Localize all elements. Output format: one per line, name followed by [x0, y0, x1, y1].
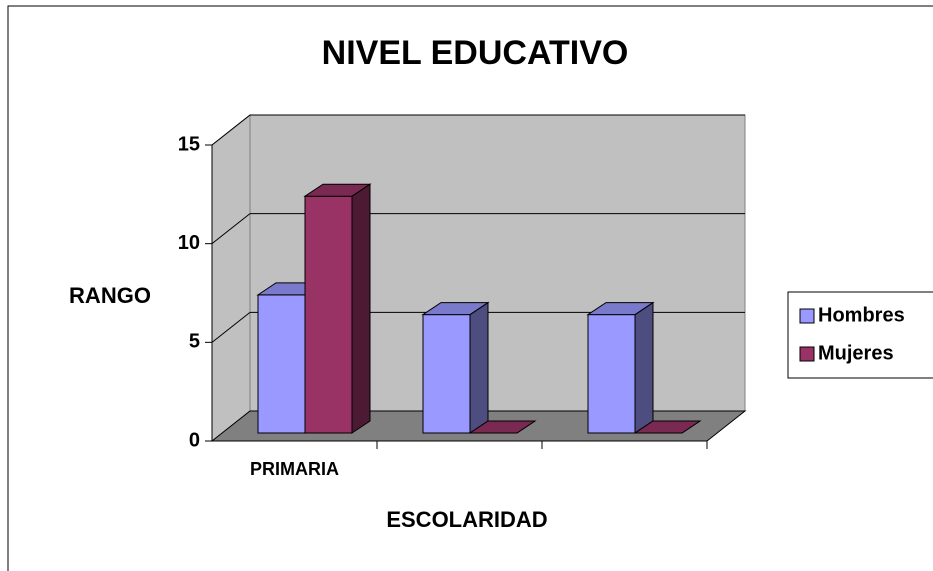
- y-tick-label: 0: [189, 429, 200, 451]
- bar-top: [421, 302, 490, 316]
- side-grid-line: [211, 311, 251, 343]
- y-tick-label: 15: [178, 133, 200, 155]
- side-wall: [211, 113, 251, 443]
- side-grid-line: [211, 114, 251, 146]
- x-tick-label: PRIMARIA: [250, 459, 339, 479]
- legend-box: [787, 291, 933, 379]
- legend-label: Hombres: [818, 304, 905, 326]
- bar-side: [351, 183, 371, 434]
- legend-swatch: [799, 308, 815, 324]
- bar: [468, 420, 537, 434]
- bar-front: [304, 195, 353, 434]
- y-tick-label: 10: [178, 232, 200, 254]
- bar: [586, 301, 655, 434]
- bar-front: [422, 314, 471, 434]
- y-axis-label: RANGO: [69, 283, 151, 308]
- x-axis-label: ESCOLARIDAD: [386, 507, 547, 532]
- bar: [633, 420, 702, 434]
- legend-label: Mujeres: [818, 342, 894, 364]
- bar-top: [468, 420, 537, 434]
- legend-swatch: [799, 346, 815, 362]
- bar-front: [257, 294, 306, 434]
- chart-title: NIVEL EDUCATIVO: [322, 34, 629, 72]
- y-tick-label: 5: [189, 331, 200, 353]
- bar-top: [633, 420, 702, 434]
- bar: [421, 301, 490, 434]
- bar-top: [303, 183, 372, 197]
- bar-side: [469, 301, 489, 434]
- bar-front: [587, 314, 636, 434]
- bar-top: [586, 302, 655, 316]
- side-grid-line: [211, 213, 251, 245]
- bar: [303, 183, 372, 434]
- bar-side: [634, 301, 654, 434]
